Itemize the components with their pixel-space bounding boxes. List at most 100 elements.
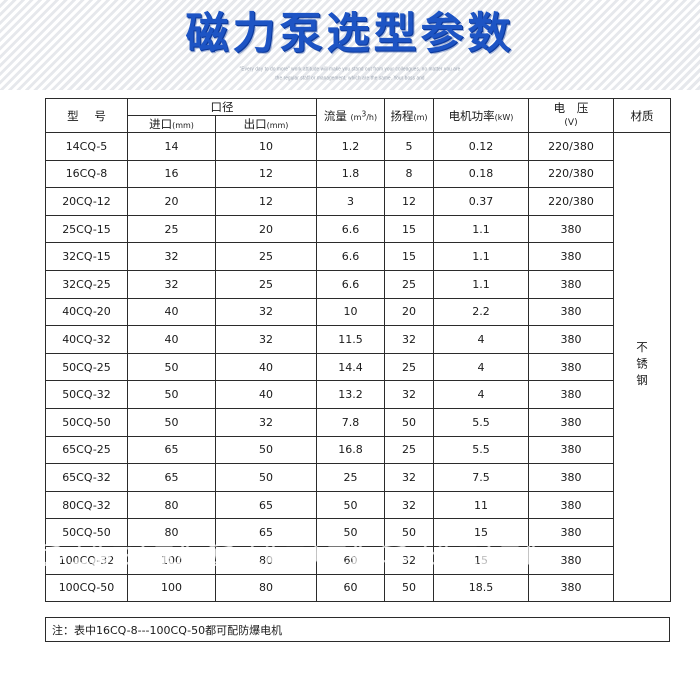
cell-model: 20CQ-12	[45, 187, 128, 216]
cell-voltage: 380	[528, 380, 614, 409]
cell-flow: 11.5	[316, 325, 385, 354]
cell-outlet: 10	[215, 132, 317, 161]
table-row: 16CQ-8 16 12 1.8 8 0.18 220/380	[45, 159, 671, 189]
cell-power: 5.5	[433, 407, 529, 437]
cell-inlet: 100	[127, 545, 216, 575]
power-unit: (kW)	[494, 112, 514, 122]
col-header-power: 电机功率(kW)	[433, 98, 529, 133]
cell-flow: 6.6	[316, 214, 385, 244]
watermark-text: 上海正奥泵业	[0, 543, 23, 568]
cell-model: 50CQ-32	[45, 380, 128, 409]
watermark-unit: 上海正奥泵业	[0, 540, 23, 569]
footer-note-text: 注：表中16CQ-8---100CQ-50都可配防爆电机	[52, 624, 283, 637]
cell-model: 50CQ-25	[45, 352, 128, 382]
cell-flow: 3	[316, 187, 385, 216]
cell-head: 32	[384, 380, 434, 409]
cell-outlet: 65	[215, 518, 317, 547]
cell-voltage: 380	[528, 269, 614, 299]
cell-power: 0.18	[433, 159, 529, 189]
cell-model: 14CQ-5	[45, 132, 128, 161]
table-row: 65CQ-32 65 50 25 32 7.5 380	[45, 463, 671, 492]
cell-outlet: 50	[215, 463, 317, 492]
table-row: 25CQ-15 25 20 6.6 15 1.1 380	[45, 214, 671, 244]
cell-model: 40CQ-20	[45, 297, 128, 327]
cell-head: 25	[384, 352, 434, 382]
cell-flow: 6.6	[316, 242, 385, 271]
col-header-head: 扬程(m)	[384, 98, 434, 133]
header-row-1: 型 号 口径 流量 (m3/h) 扬程(m) 电机功率(kW) 电 压	[45, 98, 671, 133]
banner: 磁力泵选型参数 "Every day to do more" work atti…	[0, 0, 700, 90]
page-title: 磁力泵选型参数	[185, 9, 515, 59]
cell-head: 5	[384, 132, 434, 161]
cell-outlet: 20	[215, 214, 317, 244]
cell-head: 15	[384, 242, 434, 271]
cell-flow: 25	[316, 463, 385, 492]
cell-model: 32CQ-15	[45, 242, 128, 271]
cell-voltage: 380	[528, 463, 614, 492]
cell-model: 16CQ-8	[45, 159, 128, 189]
cell-inlet: 80	[127, 518, 216, 547]
cell-inlet: 14	[127, 132, 216, 161]
cell-flow: 16.8	[316, 435, 385, 465]
cell-head: 32	[384, 545, 434, 575]
cell-material: 不锈钢	[613, 131, 671, 603]
table-row: 20CQ-12 20 12 3 12 0.37 220/380	[45, 187, 671, 216]
cell-power: 4	[433, 325, 529, 354]
cell-flow: 50	[316, 490, 385, 520]
cell-voltage: 380	[528, 214, 614, 244]
cell-head: 50	[384, 518, 434, 547]
cell-head: 32	[384, 463, 434, 492]
flow-unit: (m3/h)	[350, 108, 378, 122]
cell-power: 15	[433, 545, 529, 575]
cell-inlet: 16	[127, 159, 216, 189]
cell-inlet: 40	[127, 297, 216, 327]
cell-flow: 1.2	[316, 132, 385, 161]
header-row-2: 进口(mm) 出口(mm)	[46, 115, 671, 133]
cell-model: 40CQ-32	[45, 325, 128, 354]
cell-outlet: 80	[215, 545, 317, 575]
cell-power: 11	[433, 490, 529, 520]
cell-outlet: 32	[215, 407, 317, 437]
table-row: 50CQ-25 50 40 14.4 25 4 380	[45, 352, 671, 382]
cell-head: 8	[384, 159, 434, 189]
cell-model: 25CQ-15	[45, 214, 128, 244]
cell-voltage: 380	[528, 573, 614, 603]
cell-inlet: 65	[127, 463, 216, 492]
col-header-material: 材质	[613, 98, 671, 133]
cell-outlet: 65	[215, 490, 317, 520]
cell-inlet: 50	[127, 352, 216, 382]
table-row: 50CQ-32 50 40 13.2 32 4 380	[45, 380, 671, 409]
cell-inlet: 32	[127, 269, 216, 299]
cell-voltage: 380	[528, 242, 614, 271]
cell-head: 15	[384, 214, 434, 244]
cell-power: 2.2	[433, 297, 529, 327]
cell-inlet: 32	[127, 242, 216, 271]
cell-outlet: 40	[215, 380, 317, 409]
footer-note-row: 注：表中16CQ-8---100CQ-50都可配防爆电机	[45, 617, 670, 642]
table-row: 65CQ-25 65 50 16.8 25 5.5 380	[45, 435, 671, 465]
cell-flow: 1.8	[316, 159, 385, 189]
cell-power: 4	[433, 380, 529, 409]
cell-inlet: 50	[127, 407, 216, 437]
cell-power: 1.1	[433, 242, 529, 271]
cell-flow: 60	[316, 545, 385, 575]
cell-power: 1.1	[433, 214, 529, 244]
spec-table: 型 号 口径 流量 (m3/h) 扬程(m) 电机功率(kW) 电 压	[45, 98, 671, 603]
inlet-unit: (mm)	[172, 121, 194, 130]
cell-model: 50CQ-50	[45, 518, 128, 547]
table-row: 32CQ-15 32 25 6.6 15 1.1 380	[45, 242, 671, 271]
banner-subtitle-line-1: "Every day to do more" work attitude wil…	[239, 65, 461, 72]
cell-head: 12	[384, 187, 434, 216]
cell-voltage: 220/380	[528, 187, 614, 216]
cell-model: 80CQ-32	[45, 490, 128, 520]
table-row: 14CQ-5 14 10 1.2 5 0.12 220/380 不锈钢	[45, 131, 671, 603]
cell-head: 25	[384, 435, 434, 465]
table-body: 14CQ-5 14 10 1.2 5 0.12 220/380 不锈钢 16CQ-8 16 12 1.…	[45, 131, 671, 603]
table-row: 100CQ-32 100 80 60 32 15 380	[45, 545, 671, 575]
cell-inlet: 40	[127, 325, 216, 354]
cell-voltage: 380	[528, 407, 614, 437]
cell-head: 50	[384, 407, 434, 437]
cell-voltage: 380	[528, 435, 614, 465]
cell-power: 15	[433, 518, 529, 547]
cell-flow: 14.4	[316, 352, 385, 382]
